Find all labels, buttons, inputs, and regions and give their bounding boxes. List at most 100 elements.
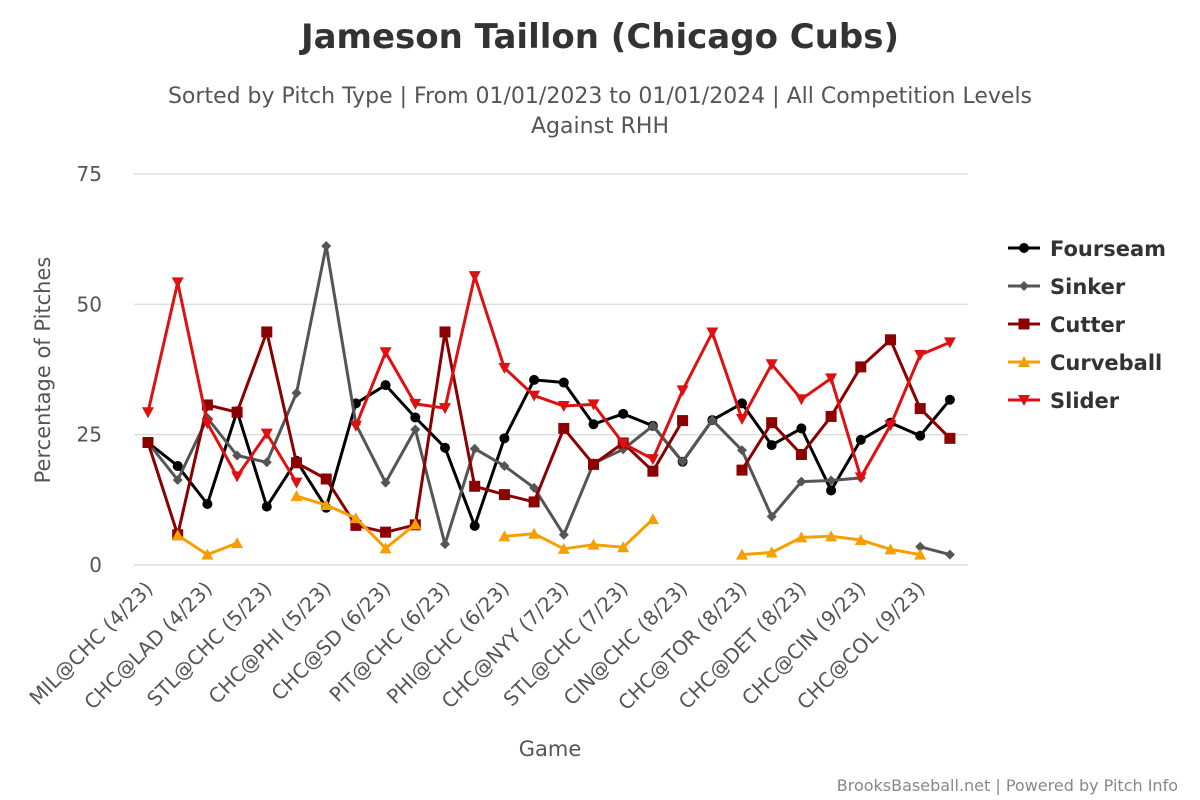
legend-marker-sinker bbox=[1019, 281, 1029, 291]
data-point-sinker bbox=[737, 445, 747, 456]
data-point-slider bbox=[171, 277, 184, 289]
data-point-fourseam bbox=[202, 499, 213, 510]
data-point-fourseam bbox=[618, 408, 629, 419]
data-point-sinker bbox=[172, 475, 183, 486]
y-tick-label: 50 bbox=[77, 292, 102, 316]
data-point-sinker bbox=[380, 477, 391, 488]
data-point-curveball bbox=[914, 548, 927, 560]
series-layer bbox=[142, 240, 956, 560]
data-point-slider bbox=[439, 403, 451, 415]
data-point-fourseam bbox=[499, 433, 510, 444]
data-point-curveball bbox=[379, 542, 392, 554]
credit-text: BrooksBaseball.net | Powered by Pitch In… bbox=[837, 776, 1178, 795]
data-point-sinker bbox=[469, 443, 480, 454]
data-point-curveball bbox=[617, 541, 630, 553]
data-point-slider bbox=[884, 420, 897, 432]
data-point-curveball bbox=[171, 529, 184, 541]
data-point-slider bbox=[142, 407, 154, 419]
data-point-slider bbox=[676, 385, 689, 397]
data-point-slider bbox=[765, 359, 778, 371]
data-point-slider bbox=[825, 373, 838, 385]
legend-label-cutter: Cutter bbox=[1050, 313, 1126, 337]
data-point-fourseam bbox=[855, 434, 866, 445]
data-point-cutter bbox=[795, 448, 807, 460]
data-point-slider bbox=[379, 347, 392, 359]
data-point-sinker bbox=[321, 240, 332, 251]
legend-item-curveball[interactable]: Curveball bbox=[1008, 351, 1162, 375]
data-point-sinker bbox=[440, 539, 450, 550]
series-fourseam bbox=[143, 374, 955, 531]
legend-label-slider: Slider bbox=[1050, 389, 1120, 413]
data-point-sinker bbox=[647, 420, 658, 431]
legend-item-cutter[interactable]: Cutter bbox=[1008, 313, 1126, 337]
y-tick-label: 0 bbox=[89, 553, 102, 577]
data-point-slider bbox=[260, 428, 273, 440]
data-point-slider bbox=[201, 418, 214, 430]
data-point-curveball bbox=[201, 548, 214, 560]
data-point-curveball bbox=[409, 518, 422, 530]
legend-item-slider[interactable]: Slider bbox=[1008, 389, 1120, 413]
data-point-slider bbox=[231, 471, 244, 483]
data-point-slider bbox=[349, 420, 362, 432]
series-slider bbox=[142, 271, 956, 489]
data-point-slider bbox=[528, 390, 541, 402]
data-point-sinker bbox=[796, 476, 807, 487]
data-point-cutter bbox=[320, 473, 332, 485]
chart-subtitle-line-1: Sorted by Pitch Type | From 01/01/2023 t… bbox=[168, 84, 1032, 109]
data-point-fourseam bbox=[558, 377, 569, 388]
data-point-cutter bbox=[469, 480, 481, 492]
y-axis-ticks: 0 25 50 75 bbox=[77, 162, 102, 577]
data-point-sinker bbox=[291, 387, 302, 398]
y-axis-title: Percentage of Pitches bbox=[31, 257, 55, 484]
legend-item-fourseam[interactable]: Fourseam bbox=[1008, 237, 1166, 261]
series-line-fourseam bbox=[147, 378, 952, 528]
data-point-slider bbox=[943, 337, 956, 349]
data-point-slider bbox=[498, 362, 511, 374]
data-point-sinker bbox=[558, 529, 569, 540]
data-point-sinker bbox=[707, 415, 718, 426]
data-point-curveball bbox=[854, 533, 867, 545]
chart-title: Jameson Taillon (Chicago Cubs) bbox=[299, 17, 899, 57]
data-point-fourseam bbox=[826, 485, 837, 496]
data-point-fourseam bbox=[469, 520, 480, 531]
data-point-sinker bbox=[232, 450, 243, 461]
data-point-fourseam bbox=[172, 460, 183, 471]
data-point-fourseam bbox=[944, 394, 955, 405]
data-point-cutter bbox=[677, 415, 689, 427]
legend-marker-cutter bbox=[1018, 318, 1030, 330]
data-point-curveball bbox=[349, 512, 362, 524]
data-point-cutter bbox=[736, 464, 748, 476]
series-line-sinker bbox=[919, 545, 951, 557]
data-point-curveball bbox=[528, 527, 541, 539]
x-axis-title: Game bbox=[519, 737, 582, 761]
data-point-sinker bbox=[677, 456, 688, 467]
data-point-cutter bbox=[528, 496, 540, 508]
legend-item-sinker[interactable]: Sinker bbox=[1008, 275, 1126, 299]
data-point-fourseam bbox=[737, 398, 747, 409]
data-point-cutter bbox=[766, 417, 778, 429]
data-point-slider bbox=[409, 398, 422, 410]
data-point-slider bbox=[854, 472, 867, 484]
data-point-cutter bbox=[885, 334, 896, 346]
chart-subtitle-line-2: Against RHH bbox=[531, 114, 669, 139]
data-point-sinker bbox=[826, 475, 837, 486]
y-tick-label: 75 bbox=[77, 162, 102, 186]
data-point-slider bbox=[468, 271, 481, 283]
data-point-cutter bbox=[439, 326, 451, 338]
series-curveball bbox=[171, 490, 927, 560]
data-point-cutter bbox=[380, 526, 392, 538]
data-point-cutter bbox=[558, 422, 570, 434]
data-point-slider bbox=[795, 394, 808, 406]
data-point-slider bbox=[646, 454, 659, 466]
data-point-slider bbox=[706, 327, 719, 339]
data-point-curveball bbox=[290, 490, 303, 502]
data-point-sinker bbox=[915, 541, 926, 552]
data-point-slider bbox=[557, 400, 570, 412]
data-point-fourseam bbox=[588, 419, 599, 430]
data-point-sinker bbox=[261, 457, 272, 468]
y-tick-label: 25 bbox=[77, 423, 102, 447]
data-point-curveball bbox=[231, 537, 244, 549]
data-point-curveball bbox=[320, 499, 333, 511]
legend-marker-slider bbox=[1018, 395, 1030, 406]
